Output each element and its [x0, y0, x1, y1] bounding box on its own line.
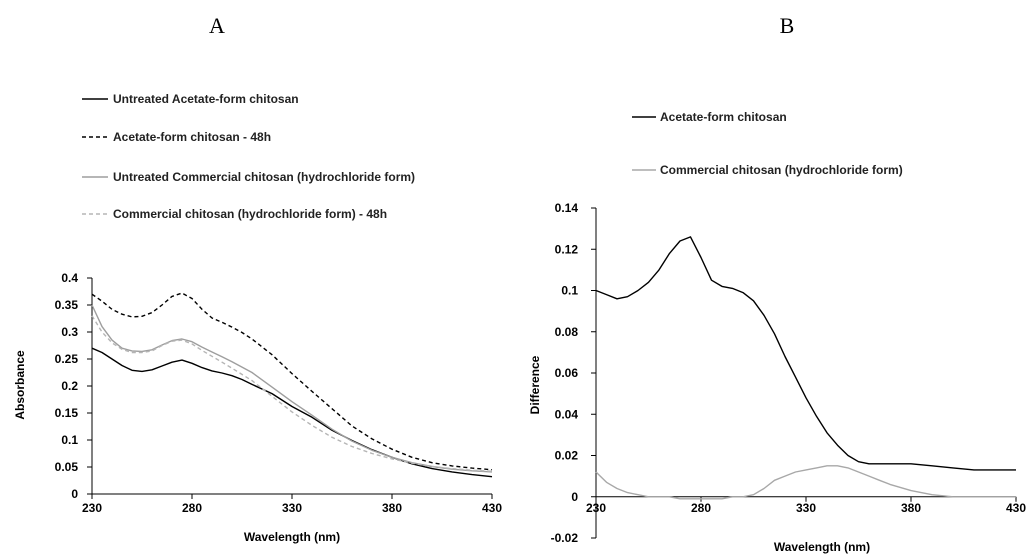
panel-b-series-line-1 [595, 236, 1016, 471]
panel-b-y-axis-title: Difference [528, 355, 542, 414]
panel-a-chart: Untreated Acetate-form chitosan Acetate-f… [13, 92, 502, 544]
panel-a-series [91, 292, 493, 478]
panel-b-letter: B [780, 13, 795, 38]
panel-b-y-tick-label: 0.12 [555, 242, 579, 256]
panel-a-series-line-3 [91, 304, 493, 473]
panel-a-x-tick-label: 430 [482, 501, 502, 515]
panel-b-x-axis-title: Wavelength (nm) [774, 540, 870, 554]
panel-a-y-tick-label: 0.1 [61, 433, 78, 447]
panel-b-axes: -0.02 0 0.02 0.04 0.06 0.08 0.1 0.12 0.14 230 280 3… [551, 201, 1027, 545]
panel-a-y-tick-label: 0.4 [61, 271, 78, 285]
panel-a-letter: A [209, 13, 225, 38]
panel-a-y-tick-label: 0.2 [61, 379, 78, 393]
panel-b-series [595, 236, 1016, 500]
panel-a-legend: Untreated Acetate-form chitosan Acetate-f… [82, 92, 415, 221]
panel-a-y-tick-label: 0.3 [61, 325, 78, 339]
panel-b-y-tick-label: 0.14 [555, 201, 579, 215]
panel-a-x-axis-title: Wavelength (nm) [244, 530, 340, 544]
panel-b-y-tick-label: 0.1 [561, 284, 578, 298]
panel-b-legend-label-2: Commercial chitosan (hydrochloride form) [660, 163, 903, 177]
panel-a-y-tick-label: 0 [71, 487, 78, 501]
panel-b-x-tick-label: 230 [586, 501, 606, 515]
panel-a-x-tick-label: 230 [82, 501, 102, 515]
panel-a-series-line-4 [91, 315, 493, 472]
panel-b-series-line-2 [595, 465, 1016, 500]
panel-a-x-tick-label: 280 [182, 501, 202, 515]
panel-b-x-tick-label: 380 [901, 501, 921, 515]
panel-a-y-tick-label: 0.05 [55, 460, 79, 474]
panel-a-y-axis-title: Absorbance [13, 350, 27, 420]
panel-b-y-tick-label: 0 [571, 490, 578, 504]
panel-b-y-tick-label: 0.06 [555, 366, 579, 380]
panel-a-axes: 0 0.05 0.1 0.15 0.2 0.25 0.3 0.35 0.4 230 280 330 38… [55, 271, 503, 515]
panel-b-x-tick-label: 280 [691, 501, 711, 515]
panel-a-legend-label-2: Acetate-form chitosan - 48h [113, 130, 271, 144]
panel-a-legend-label-3: Untreated Commercial chitosan (hydrochlo… [113, 170, 415, 184]
panel-b-x-tick-label: 430 [1006, 501, 1026, 515]
panel-b-y-tick-label: 0.04 [555, 407, 579, 421]
panel-b-legend-label-1: Acetate-form chitosan [660, 110, 787, 124]
panel-a-legend-label-4: Commercial chitosan (hydrochloride form)… [113, 207, 387, 221]
panel-a-y-tick-label: 0.35 [55, 298, 79, 312]
panel-a-x-tick-label: 380 [382, 501, 402, 515]
panel-b-legend: Acetate-form chitosan Commercial chitosan… [632, 110, 903, 177]
panel-b-chart: Acetate-form chitosan Commercial chitosan… [528, 110, 1026, 554]
panel-a-legend-label-1: Untreated Acetate-form chitosan [113, 92, 299, 106]
panel-a-y-tick-label: 0.25 [55, 352, 79, 366]
panel-a-x-tick-label: 330 [282, 501, 302, 515]
panel-b-y-tick-label: 0.02 [555, 449, 579, 463]
panel-a-y-tick-label: 0.15 [55, 406, 79, 420]
panel-b-y-tick-label: -0.02 [551, 531, 579, 545]
panel-a-series-line-2 [91, 292, 493, 471]
panel-b-x-tick-label: 330 [796, 501, 816, 515]
panel-b-y-tick-label: 0.08 [555, 325, 579, 339]
